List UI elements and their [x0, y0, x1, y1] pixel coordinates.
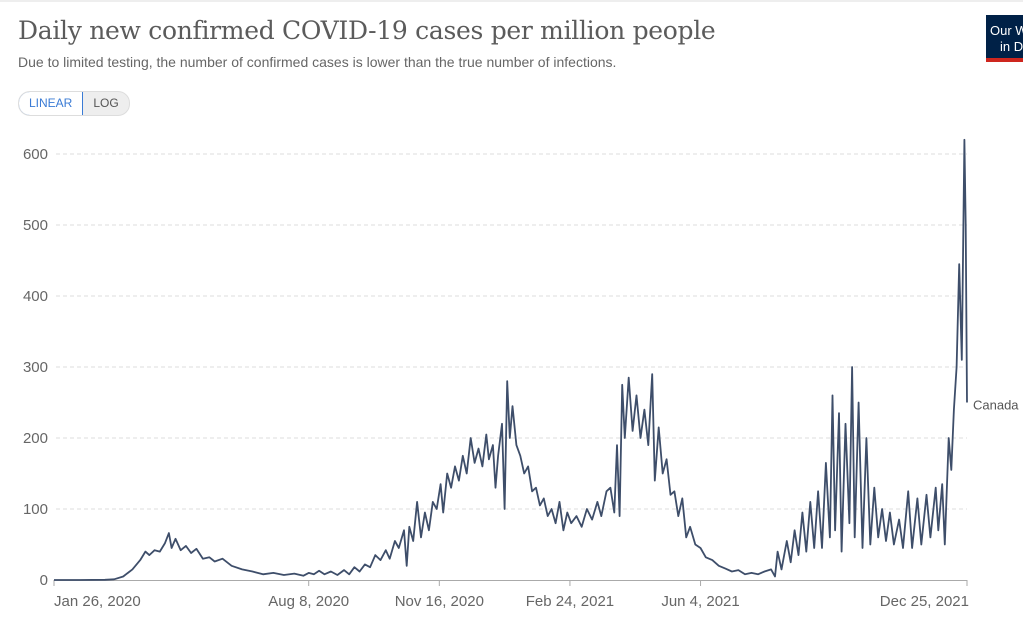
series-line-canada[interactable]: [54, 138, 968, 581]
x-tick-label: Jan 26, 2020: [54, 593, 141, 610]
x-tick-label: Dec 25, 2021: [880, 593, 969, 610]
linear-scale-button[interactable]: LINEAR: [18, 92, 84, 115]
logo-line-1: Our World: [990, 23, 1023, 38]
chart-subtitle: Due to limited testing, the number of co…: [18, 54, 617, 70]
x-tick-label: Feb 24, 2021: [526, 593, 614, 610]
x-tick-label: Aug 8, 2020: [268, 593, 349, 610]
y-tick-label: 400: [23, 288, 48, 305]
scale-toggle: LINEAR LOG: [18, 91, 130, 116]
chart-title: Daily new confirmed COVID-19 cases per m…: [18, 16, 716, 45]
y-tick-label: 200: [23, 430, 48, 447]
series-label: Canada: [973, 398, 1019, 413]
log-scale-button[interactable]: LOG: [93, 96, 119, 110]
y-tick-label: 100: [23, 501, 48, 518]
top-border: [0, 0, 1023, 2]
y-tick-label: 600: [23, 146, 48, 163]
y-tick-label: 500: [23, 217, 48, 234]
our-world-in-data-logo[interactable]: Our World in Data: [986, 15, 1023, 62]
y-tick-label: 300: [23, 359, 48, 376]
x-tick-label: Nov 16, 2020: [395, 593, 484, 610]
y-tick-label: 0: [40, 572, 48, 589]
logo-line-2: in Data: [1000, 39, 1023, 54]
logo-stripe: [986, 58, 1023, 62]
x-tick-label: Jun 4, 2021: [661, 593, 739, 610]
